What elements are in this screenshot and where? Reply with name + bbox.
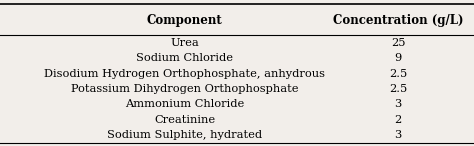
Text: 2.5: 2.5 [389,69,407,79]
Text: Ammonium Chloride: Ammonium Chloride [125,99,245,110]
Text: Component: Component [147,14,223,27]
Text: 3: 3 [394,130,402,140]
Text: 2: 2 [394,115,402,125]
Text: Concentration (g/L): Concentration (g/L) [333,14,464,27]
Text: 3: 3 [394,99,402,110]
Text: Creatinine: Creatinine [155,115,215,125]
Text: Urea: Urea [171,38,199,48]
Text: 25: 25 [391,38,405,48]
Text: 9: 9 [394,53,402,63]
Text: Potassium Dihydrogen Orthophosphate: Potassium Dihydrogen Orthophosphate [71,84,299,94]
Text: Sodium Chloride: Sodium Chloride [137,53,233,63]
Text: Disodium Hydrogen Orthophosphate, anhydrous: Disodium Hydrogen Orthophosphate, anhydr… [45,69,325,79]
Text: 2.5: 2.5 [389,84,407,94]
Text: Sodium Sulphite, hydrated: Sodium Sulphite, hydrated [107,130,263,140]
